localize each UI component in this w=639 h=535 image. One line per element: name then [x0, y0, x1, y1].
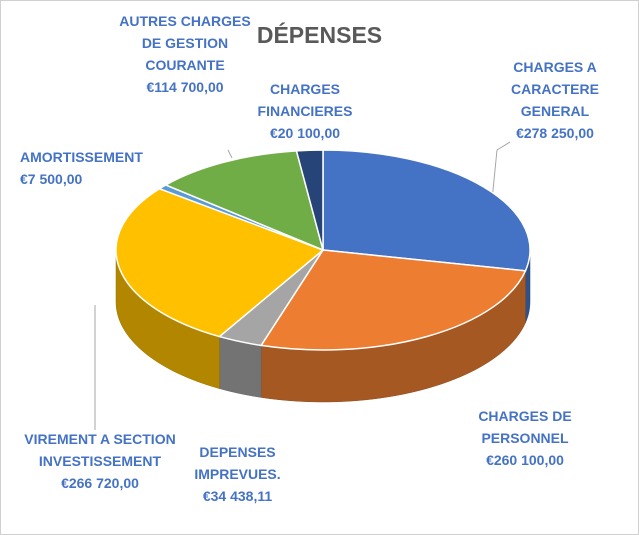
pie-slice-side: [219, 336, 262, 398]
category-label: DEPENSES IMPREVUES.: [194, 444, 281, 482]
value-label: €7 500,00: [20, 171, 83, 187]
category-label: CHARGES FINANCIERES: [257, 81, 353, 119]
chart-title: DÉPENSES: [256, 22, 383, 48]
pie-slice: [259, 249, 527, 351]
value-label: €266 720,00: [61, 475, 139, 491]
pie-slice: [115, 187, 325, 338]
data-label: CHARGES DE PERSONNEL €260 100,00: [465, 405, 585, 471]
data-label: DEPENSES IMPREVUES. €34 438,11: [180, 441, 295, 507]
pie-slice: [322, 149, 531, 272]
data-label: AUTRES CHARGES DE GESTION COURANTE €114 7…: [110, 10, 260, 98]
category-label: AUTRES CHARGES DE GESTION COURANTE: [119, 13, 251, 73]
data-label: AMORTISSEMENT €7 500,00: [20, 146, 190, 190]
pie-slice: [295, 149, 324, 251]
data-label: VIREMENT A SECTION INVESTISSEMENT €266 72…: [10, 428, 190, 494]
value-label: €260 100,00: [486, 452, 564, 468]
category-label: AMORTISSEMENT: [20, 149, 143, 165]
value-label: €278 250,00: [516, 125, 594, 141]
data-label: CHARGES FINANCIERES €20 100,00: [245, 78, 365, 144]
leader-line: [227, 149, 233, 159]
category-label: CHARGES DE PERSONNEL: [478, 408, 572, 446]
data-label: CHARGES A CARACTERE GENERAL €278 250,00: [500, 56, 610, 144]
pie-sides: [115, 249, 531, 403]
category-label: VIREMENT A SECTION INVESTISSEMENT: [24, 431, 176, 469]
value-label: €20 100,00: [269, 125, 341, 141]
category-label: CHARGES A CARACTERE GENERAL: [511, 59, 599, 119]
pie-slice: [164, 150, 325, 252]
value-label: €114 700,00: [146, 79, 224, 95]
value-label: €34 438,11: [202, 488, 273, 504]
